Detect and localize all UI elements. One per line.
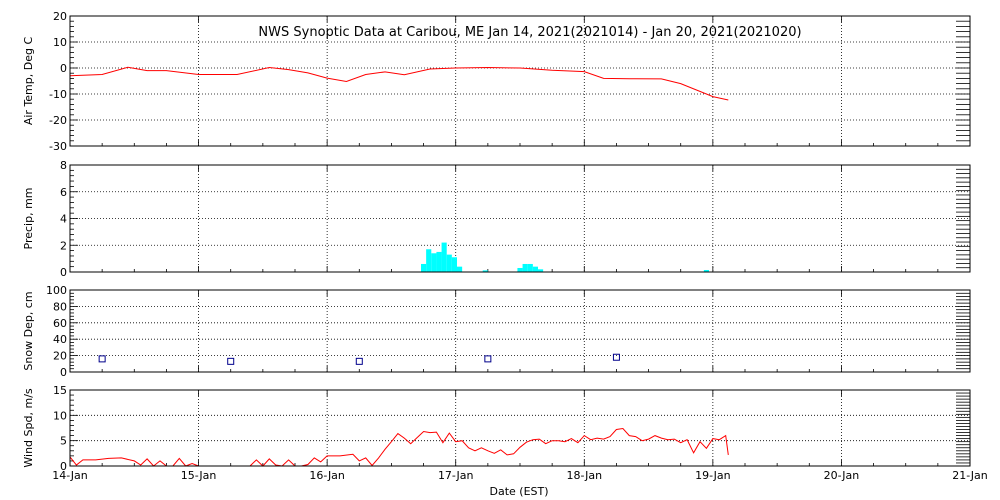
x-tick-label: 16-Jan [309,469,345,482]
precip-bar [457,266,463,272]
snow-depth-point [612,353,620,361]
y-tick-label: 5 [60,435,67,448]
y-tick-label: 80 [53,300,67,313]
panel-frame [69,389,971,467]
precip-bar [451,257,457,272]
precip-bar [517,267,523,272]
precip-bar [426,249,432,272]
precip-bar [527,263,533,272]
precip-bar [482,270,488,272]
air_temp-series-line [69,66,729,101]
precip-bar [431,253,437,272]
chart-title: NWS Synoptic Data at Caribou, ME Jan 14,… [258,25,801,40]
x-axis-label: Date (EST) [489,485,548,498]
precip-bar [436,251,442,272]
y-tick-label: 4 [60,213,67,226]
panel-wind_speed: 0 5 10 15 Wind Spd, m/s 14-Jan 15-Jan 16-Jan 17-… [22,384,988,482]
y-tick-label: 100 [46,284,67,297]
x-tick-label: 14-Jan [52,469,88,482]
panel-snow_depth: 0 20 40 60 80 100 Snow Dep, cm [22,284,971,379]
precip-bar [421,263,427,272]
y-tick-label: -20 [49,114,67,127]
y-tick-label: 10 [53,36,67,49]
x-tick-label: 21-Jan [952,469,988,482]
panel-precip: 0 2 4 6 8 Precip, mm [22,159,971,279]
y-tick-label: 2 [60,239,67,252]
y-axis-label: Wind Spd, m/s [22,388,35,468]
y-tick-label: 20 [53,10,67,23]
precip-bar [532,266,538,272]
precip-bar [446,254,452,272]
y-tick-label: 20 [53,350,67,363]
snow-depth-point [227,357,235,365]
y-axis-label: Snow Dep, cm [22,291,35,370]
precip-bar [703,269,709,272]
panel-frame [69,15,971,147]
y-tick-label: -30 [49,140,67,153]
y-tick-label: 10 [53,409,67,422]
panel-air_temp: -30 -20 -10 0 10 20 Air Temp, Deg C [22,10,971,153]
precip-bar [441,242,447,272]
precip-bar [522,263,528,272]
y-tick-label: 60 [53,317,67,330]
x-tick-label: 20-Jan [824,469,860,482]
wind_speed-series-line [69,427,729,467]
y-tick-label: 15 [53,384,67,397]
y-tick-label: 6 [60,186,67,199]
y-tick-label: 0 [60,266,67,279]
panels-group: -30 -20 -10 0 10 20 Air Temp, Deg C 0 2 4 6 8 Precip… [22,10,988,482]
y-tick-label: 8 [60,159,67,172]
x-tick-label: 18-Jan [567,469,603,482]
y-tick-label: 0 [60,366,67,379]
snow-depth-point [355,357,363,365]
snow-depth-point [484,355,492,363]
panel-frame [69,289,971,373]
snow-depth-point [98,355,106,363]
y-tick-label: 0 [60,460,67,473]
x-tick-label: 17-Jan [438,469,474,482]
y-axis-label: Air Temp, Deg C [22,37,35,126]
y-tick-label: 40 [53,333,67,346]
panel-frame [69,164,971,273]
y-tick-label: 0 [60,62,67,75]
x-tick-label: 15-Jan [181,469,217,482]
y-axis-label: Precip, mm [22,188,35,250]
x-tick-label: 19-Jan [695,469,731,482]
y-tick-label: -10 [49,88,67,101]
precip-bar [538,269,544,272]
